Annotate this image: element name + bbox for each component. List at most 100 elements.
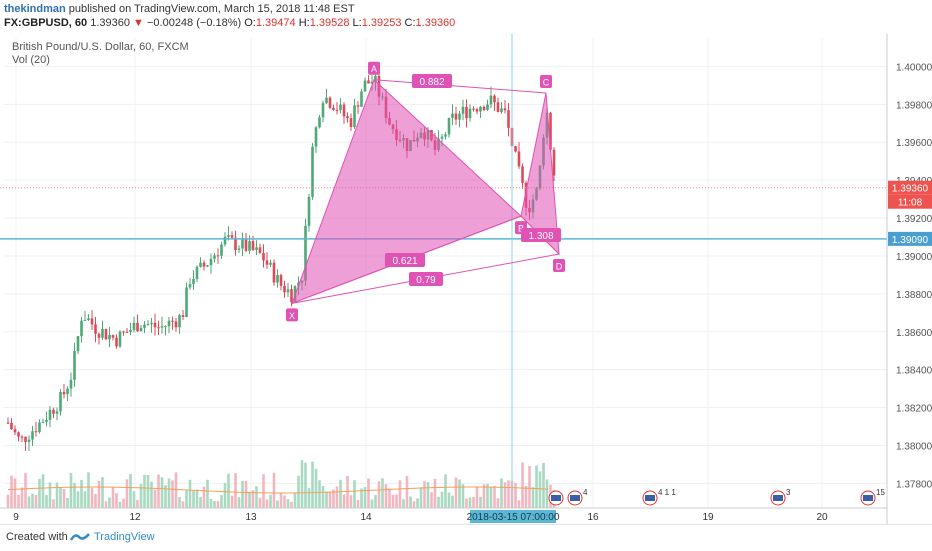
- volume-bar: [304, 463, 307, 508]
- volume-bar: [539, 471, 542, 508]
- candle-body: [192, 279, 195, 284]
- candle-body: [7, 423, 10, 424]
- candle-body: [448, 118, 451, 135]
- calendar-event-count: 4 1 1: [658, 488, 676, 497]
- volume-bar: [346, 476, 349, 508]
- candle-body: [493, 96, 496, 103]
- candle-body: [21, 437, 24, 438]
- volume-bar: [210, 499, 213, 508]
- volume-bar: [91, 488, 94, 508]
- flag-icon: [863, 495, 873, 501]
- volume-bar: [87, 472, 90, 508]
- volume-bar: [311, 462, 314, 508]
- candle-body: [129, 330, 132, 332]
- open-value: 1.39474: [256, 17, 296, 29]
- volume-bar: [374, 495, 377, 508]
- volume-bar: [231, 496, 234, 508]
- tradingview-brand[interactable]: TradingView: [94, 531, 155, 543]
- volume-bar: [521, 462, 524, 508]
- y-tick-label: 1.38000: [896, 441, 932, 452]
- volume-bar: [308, 488, 311, 508]
- volume-bar: [171, 480, 174, 508]
- candle-body: [105, 329, 108, 339]
- volume-bar: [63, 489, 66, 508]
- volume-bar: [280, 493, 283, 508]
- down-arrow-icon: ▼: [133, 17, 144, 29]
- volume-bar: [437, 497, 440, 508]
- x-tick-label: 19: [702, 512, 714, 523]
- volume-bar: [192, 490, 195, 508]
- chart-area[interactable]: X A B C D 0.882 0.621 0.79 1.308 1.40000 1.39800 1…: [0, 34, 932, 524]
- volume-bar: [241, 481, 244, 508]
- author-link[interactable]: thekindman: [4, 3, 66, 15]
- candle-body: [255, 247, 258, 250]
- volume-bar: [283, 496, 286, 508]
- candle-body: [91, 318, 94, 324]
- candle-body: [66, 389, 69, 395]
- volume-bar: [49, 482, 52, 508]
- volume-bar: [462, 484, 465, 508]
- candle-body: [87, 318, 90, 320]
- volume-bar: [297, 476, 300, 508]
- candle-body: [364, 81, 367, 92]
- volume-bar: [472, 497, 475, 508]
- candle-body: [168, 321, 171, 326]
- volume-bar: [423, 481, 426, 508]
- candle-body: [490, 96, 493, 105]
- candle-body: [266, 260, 269, 264]
- volume-bar: [157, 475, 160, 508]
- volume-bar: [493, 486, 496, 508]
- volume-bar: [115, 493, 118, 508]
- volume-bar: [532, 487, 535, 508]
- candle-body: [17, 432, 20, 436]
- candle-body: [332, 108, 335, 110]
- volume-bar: [336, 487, 339, 508]
- candle-body: [357, 105, 360, 106]
- pattern-overlay: X A B C D 0.882 0.621 0.79 1.308: [0, 34, 887, 508]
- candle-body: [350, 118, 353, 127]
- candle-body: [444, 134, 447, 136]
- x-tick-label: 9: [13, 512, 19, 523]
- candle-body: [308, 197, 311, 226]
- candle-body: [175, 321, 178, 327]
- volume-bar: [444, 474, 447, 508]
- candle-body: [171, 321, 174, 322]
- candle-body: [140, 328, 143, 331]
- candle-body: [73, 351, 76, 380]
- volume-bar: [318, 480, 321, 508]
- volume-bar: [528, 466, 531, 508]
- volume-bar: [518, 500, 521, 508]
- volume-bar: [238, 497, 241, 508]
- candle-body: [63, 392, 66, 394]
- candle-body: [59, 392, 62, 411]
- pattern-edge: [374, 80, 546, 93]
- volume-bar: [147, 475, 150, 508]
- volume-bar: [234, 473, 237, 508]
- volume-bar: [203, 487, 206, 508]
- volume-bar: [290, 502, 293, 508]
- volume-bar: [388, 489, 391, 508]
- candle-body: [161, 326, 164, 327]
- volume-bar: [329, 492, 332, 508]
- volume-bar: [150, 482, 153, 508]
- close-label: C:: [405, 17, 416, 29]
- volume-bar: [455, 478, 458, 508]
- volume-bar: [381, 478, 384, 508]
- candle-body: [42, 422, 45, 423]
- candle-body: [280, 275, 283, 286]
- pattern-point-label: D: [556, 262, 563, 272]
- volume-bar: [409, 497, 412, 508]
- price-chart[interactable]: X A B C D 0.882 0.621 0.79 1.308 1.40000 1.39800 1…: [0, 34, 932, 524]
- chart-title: British Pound/U.S. Dollar, 60, FXCM: [12, 41, 189, 53]
- volume-bar: [399, 480, 402, 508]
- volume-bar: [35, 495, 38, 508]
- candle-body: [77, 336, 80, 351]
- volume-bar: [301, 460, 304, 508]
- y-tick-label: 1.40000: [896, 62, 932, 73]
- candles: [7, 68, 556, 451]
- volume-bar: [10, 476, 13, 508]
- candle-body: [80, 321, 83, 336]
- candle-body: [367, 81, 370, 84]
- current-price-text: 1.39360: [892, 184, 929, 195]
- candle-body: [213, 255, 216, 258]
